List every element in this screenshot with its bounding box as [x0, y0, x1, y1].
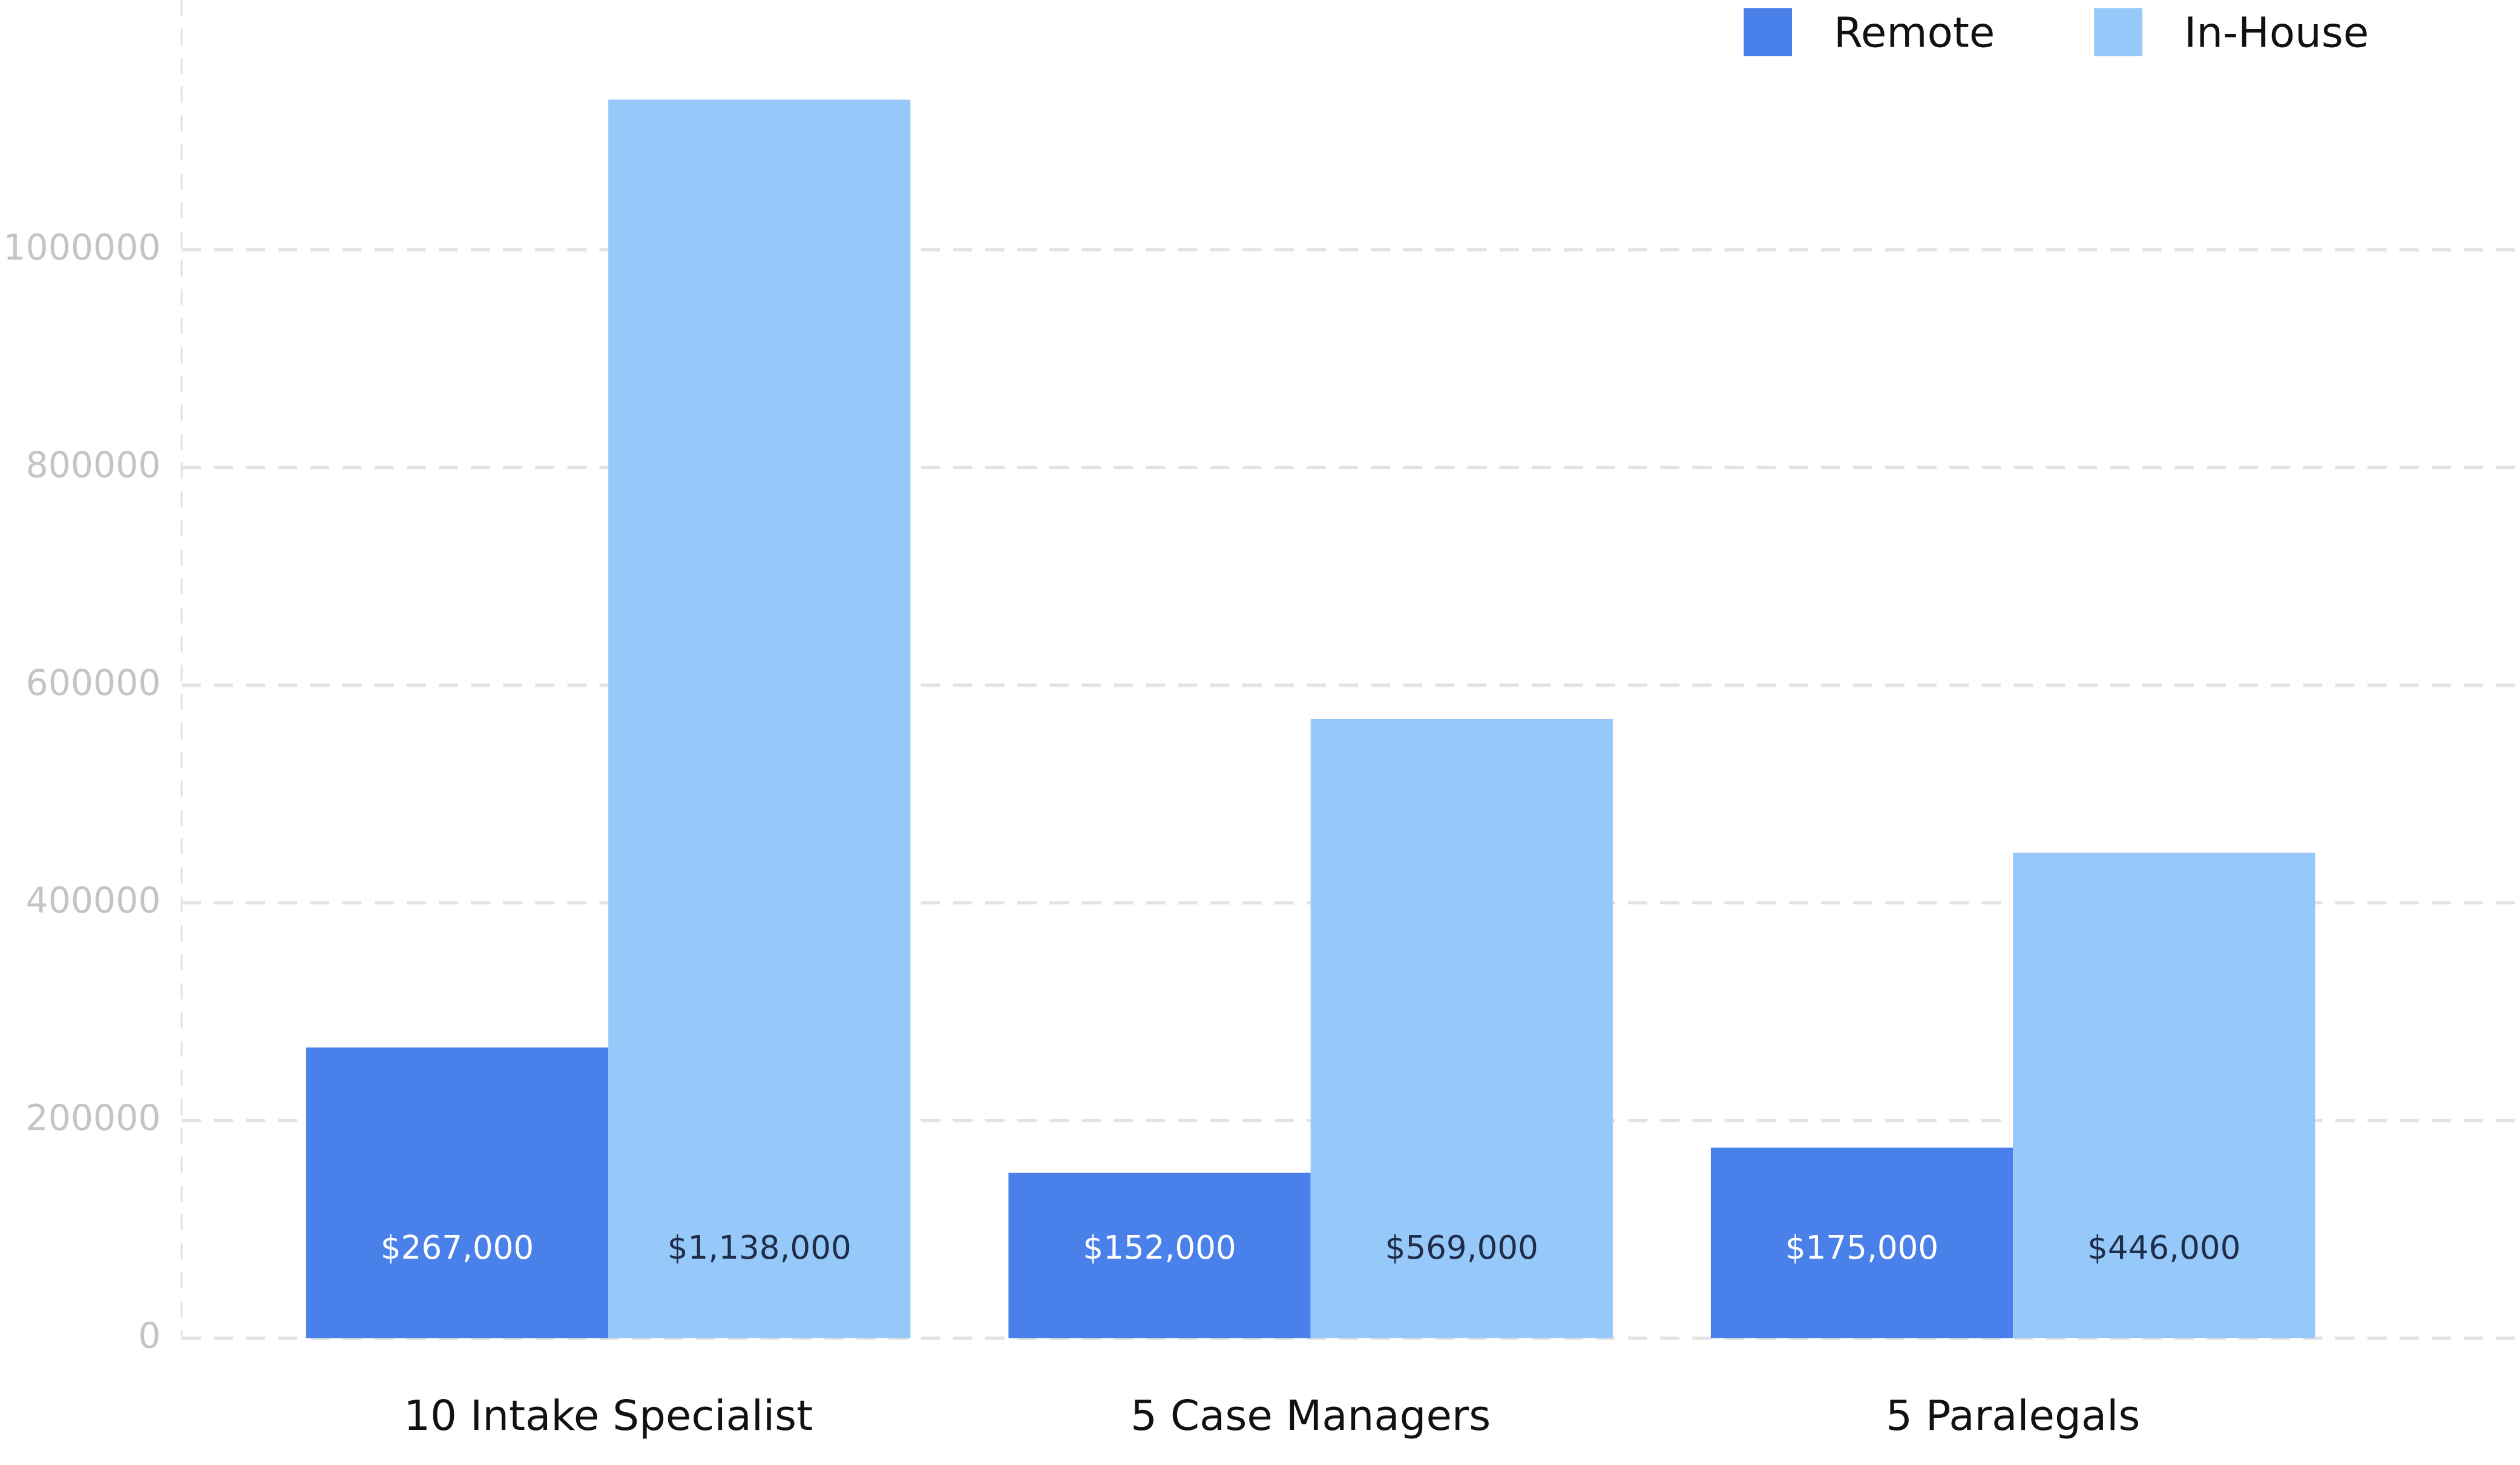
bar — [306, 1047, 609, 1339]
legend-label: In-House — [2184, 8, 2369, 57]
bar — [1310, 718, 1613, 1339]
value-label: $267,000 — [381, 1229, 534, 1267]
y-tick-label: 400000 — [26, 880, 161, 921]
value-label: $175,000 — [1785, 1229, 1938, 1267]
legend-swatch — [1744, 8, 1793, 56]
bar — [608, 99, 911, 1339]
x-tick-label: 10 Intake Specialist — [404, 1392, 813, 1440]
y-tick-label: 0 — [138, 1315, 160, 1356]
y-tick-label: 600000 — [26, 662, 161, 703]
legend-swatch — [2094, 8, 2142, 56]
x-tick-label: 5 Paralegals — [1886, 1392, 2140, 1440]
x-tick-label: 5 Case Managers — [1130, 1392, 1491, 1440]
bar — [2013, 853, 2315, 1339]
bar — [1008, 1172, 1311, 1339]
value-label: $152,000 — [1083, 1229, 1236, 1267]
y-tick-label: 200000 — [26, 1098, 161, 1139]
y-tick-label: 1000000 — [3, 227, 160, 268]
value-label: $1,138,000 — [668, 1229, 851, 1267]
value-label: $446,000 — [2087, 1229, 2240, 1267]
bar — [1710, 1147, 2013, 1339]
value-label: $569,000 — [1385, 1229, 1538, 1267]
y-tick-label: 800000 — [26, 445, 161, 486]
legend-label: Remote — [1834, 8, 1995, 57]
